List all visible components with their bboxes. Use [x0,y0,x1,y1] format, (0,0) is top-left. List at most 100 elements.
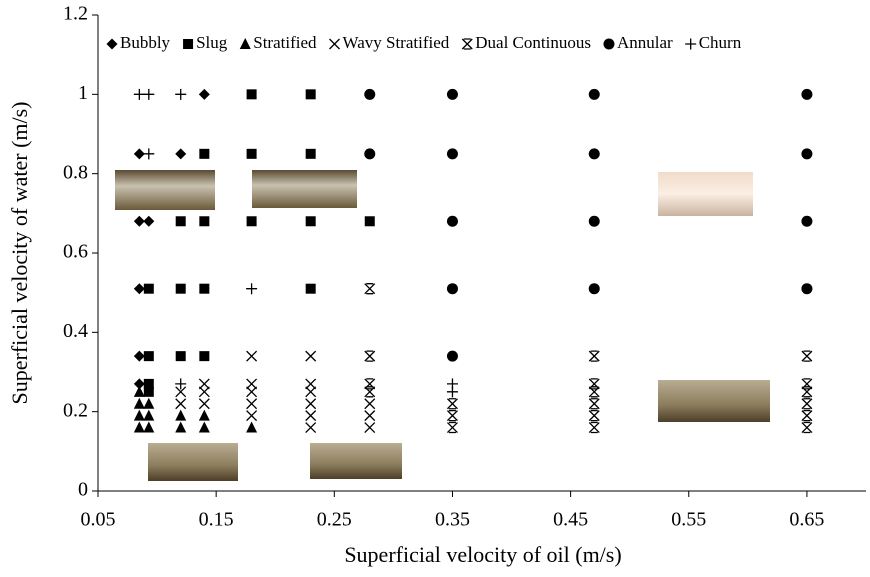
x-tick-label: 0.65 [789,509,824,531]
point [175,148,187,160]
y-tick-label: 1 [78,82,88,104]
point [305,89,316,100]
point [246,148,257,159]
point [198,398,210,410]
point [588,215,600,227]
photo [115,170,215,210]
point [446,148,458,160]
y-axis-title: Superficial velocity of water (m/s) [7,101,32,404]
point [143,283,154,294]
point [305,386,317,398]
point [801,409,813,422]
point [446,88,458,100]
legend-label: Dual Continuous [475,33,591,52]
point [446,386,458,398]
point [133,397,145,409]
legend-marker [239,38,251,49]
point [447,421,458,434]
point [175,351,186,362]
legend-label: Stratified [253,33,317,52]
point [305,378,317,390]
point [246,398,258,410]
legend-marker [461,38,473,50]
x-axis-title: Superficial velocity of oil (m/s) [344,542,621,567]
point [175,409,187,421]
x-tick-label: 0.15 [199,509,234,531]
point [198,386,210,398]
point [133,350,145,362]
point [143,409,155,421]
legend: Bubbly Slug Stratified Wavy Stratified Dual … [105,33,742,53]
legend-label: Annular [617,33,673,52]
point [133,283,145,295]
point [588,386,600,398]
legend-marker [329,38,340,50]
y-tick-label: 0.8 [63,161,88,183]
point [133,148,145,160]
point [588,88,600,100]
point [364,398,376,410]
point [143,148,155,160]
point [199,351,210,362]
point [364,216,375,227]
y-tick-label: 0.2 [63,399,88,421]
photo [658,380,770,422]
point [175,378,187,390]
point [801,378,813,390]
point [175,88,187,100]
flow-photos [115,170,770,481]
y-tick-label: 0 [78,479,88,501]
point [364,410,376,422]
point [801,421,813,434]
point [198,378,210,390]
point [801,386,813,398]
point [246,410,258,422]
point [143,397,155,409]
photo [252,170,357,208]
x-tick-label: 0.25 [317,509,352,531]
x-tick-label: 0.35 [435,509,470,531]
legend-marker [603,38,615,50]
point [175,216,186,227]
point [364,88,376,100]
point [588,378,600,390]
point [305,398,317,410]
legend-label: Wavy Stratified [343,33,450,52]
point [364,386,376,398]
point [305,283,316,294]
point [133,409,145,421]
photo [658,172,753,216]
point [588,148,600,160]
point [143,421,155,433]
y-tick-label: 0.4 [63,320,88,342]
legend-label: Churn [699,33,742,52]
point [175,283,186,294]
point [143,386,154,397]
point [133,215,145,227]
point [305,148,316,159]
photo [310,443,402,479]
photo [148,443,238,481]
x-tick-label: 0.55 [671,509,706,531]
point [198,409,210,421]
point [133,421,145,433]
y-tick-label: 1.2 [63,3,88,25]
point [447,409,458,422]
point [246,89,257,100]
point [801,350,813,362]
point [246,378,258,390]
point [143,378,154,389]
point [801,398,813,410]
point [364,148,376,160]
point [447,398,458,410]
legend-marker [685,38,697,50]
legend-marker [183,39,194,49]
legend-label: Slug [196,33,228,52]
point [364,283,376,295]
point [246,350,258,362]
point [143,215,155,227]
point [133,385,145,397]
point [305,410,317,422]
point [588,350,600,362]
